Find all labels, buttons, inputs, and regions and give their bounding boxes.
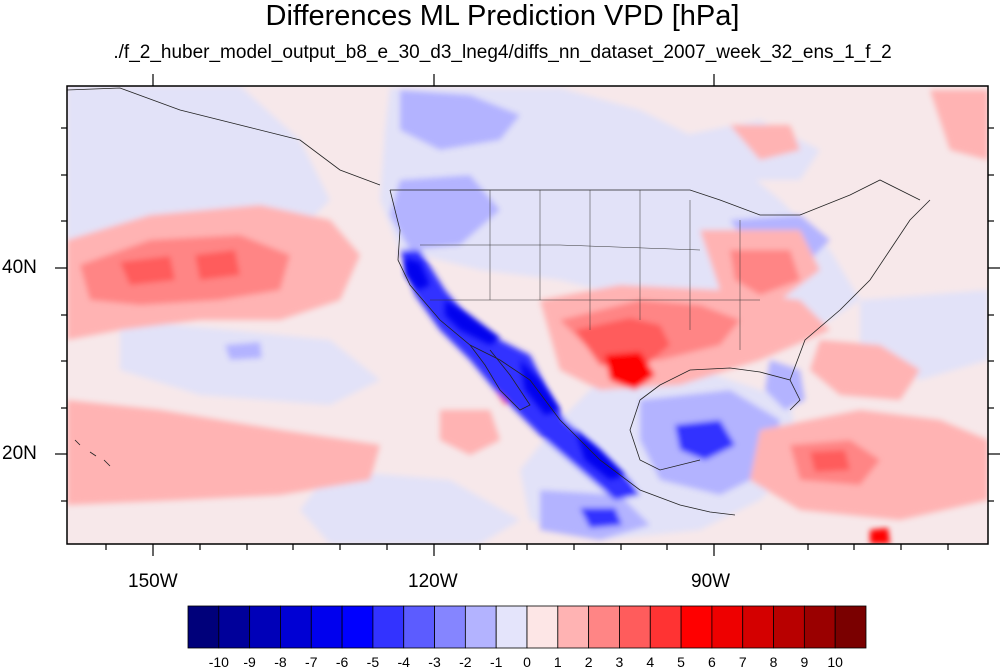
anomaly-region-strong-red (810, 450, 850, 472)
colorbar-box (403, 605, 435, 649)
lon-label-120w: 120W (408, 571, 458, 592)
lat-ticks (55, 127, 1000, 502)
anomaly-region-red (730, 250, 800, 295)
anomaly-region-light-blue (120, 320, 380, 405)
gulf-coast (639, 367, 801, 411)
map-subtitle: ./f_2_huber_model_output_b8_e_30_d3_lneg… (113, 42, 892, 63)
anomaly-region-light-red (440, 410, 500, 455)
colorbar-box (711, 605, 744, 649)
anomaly-region-light-red (930, 90, 988, 160)
anomaly-region-deep-red (870, 528, 890, 544)
lon-label-90w: 90W (691, 571, 731, 592)
colorbar-label: 3 (615, 654, 624, 670)
anomaly-region-light-red (730, 125, 800, 160)
anomaly-region-mid-blue (225, 342, 262, 360)
colorbar-label: -4 (397, 654, 410, 670)
colorbar-label: -5 (366, 654, 380, 670)
map-title: Differences ML Prediction VPD [hPa] (265, 0, 740, 32)
alaska-coast (67, 87, 381, 186)
colorbar-label: -2 (459, 654, 472, 670)
colorbar-box (187, 605, 220, 649)
colorbar-label: -1 (489, 654, 503, 670)
colorbar-label: -6 (335, 654, 349, 670)
colorbar-label: -9 (243, 654, 256, 670)
anomaly-region-light-blue (300, 470, 520, 544)
anomaly-region-strong-blue (675, 420, 735, 460)
colorbar-box (249, 605, 281, 649)
anomaly-region-strong-red (120, 256, 175, 285)
colorbar (187, 605, 867, 649)
colorbar-label: 1 (553, 654, 562, 670)
colorbar-box (834, 605, 867, 649)
hawaii-islands (74, 439, 111, 467)
anomaly-region-red (80, 235, 290, 305)
lat-label-40n: 40N (2, 257, 37, 278)
colorbar-label: 4 (646, 654, 655, 670)
colorbar-box (680, 605, 713, 649)
coastlines (67, 87, 931, 516)
colorbar-box (773, 605, 805, 649)
baja-peninsula-coastline (469, 344, 531, 411)
colorbar-label: -10 (208, 654, 229, 670)
colorbar-label: 9 (800, 654, 809, 670)
colorbar-box (434, 605, 466, 649)
colorbar-box (495, 605, 528, 649)
colorbar-box (526, 605, 559, 649)
anomaly-region-mid-blue (390, 175, 500, 250)
colorbar-box (280, 605, 312, 649)
colorbar-label: -3 (428, 654, 441, 670)
colorbar-box (464, 605, 497, 649)
colorbar-label: 5 (677, 654, 685, 670)
anomaly-region-mid-blue (400, 90, 520, 150)
colorbar-label: 8 (769, 654, 778, 670)
colorbar-box (803, 605, 836, 649)
us-state-borders (420, 190, 760, 350)
anomaly-region-strong-blue (580, 508, 622, 528)
anomaly-region-deep-blue (520, 360, 560, 415)
mexico-east-coast (629, 399, 701, 471)
north-america-coastline (389, 189, 736, 516)
anomaly-region-deep-red (605, 352, 655, 390)
colorbar-box (372, 605, 405, 649)
anomaly-region-strong-red (575, 318, 670, 370)
colorbar-box (619, 605, 651, 649)
anomaly-region-light-red (810, 340, 920, 400)
colorbar-box (588, 605, 620, 649)
lon-label-150w: 150W (128, 571, 178, 592)
colorbar-box (341, 605, 374, 649)
colorbar-label: -7 (305, 654, 318, 670)
anomaly-region-deep-blue (575, 430, 625, 480)
us-canada-border (390, 179, 921, 216)
state-borders (420, 190, 760, 350)
anomaly-region-strong-red (195, 250, 240, 280)
colorbar-box (649, 605, 682, 649)
colorbar-label: -8 (274, 654, 287, 670)
colorbar-label: 2 (584, 654, 593, 670)
lon-ticks (105, 74, 949, 556)
colorbar-label: 0 (523, 654, 531, 670)
anomaly-region-deep-blue (405, 258, 430, 290)
colorbar-label: 7 (738, 654, 747, 670)
lat-label-20n: 20N (2, 443, 37, 464)
anomaly-field (67, 86, 988, 544)
anomaly-region-light-red (67, 400, 380, 505)
atlantic-coastline (789, 199, 931, 381)
anomaly-region-deep-blue (445, 300, 500, 345)
colorbar-label: 10 (827, 654, 843, 670)
anomaly-region-mid-blue (765, 360, 805, 410)
colorbar-box (218, 605, 251, 649)
colorbar-box (742, 605, 774, 649)
colorbar-label: 6 (708, 654, 716, 670)
colorbar-box (310, 605, 343, 649)
colorbar-box (557, 605, 590, 649)
